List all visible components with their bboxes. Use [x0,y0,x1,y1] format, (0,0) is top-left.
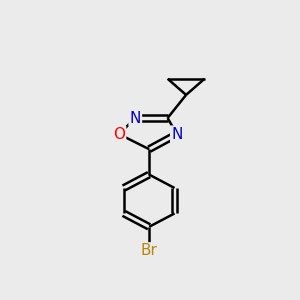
Text: O: O [113,127,125,142]
Text: N: N [171,127,182,142]
Text: Br: Br [141,243,158,258]
Text: N: N [130,110,141,125]
